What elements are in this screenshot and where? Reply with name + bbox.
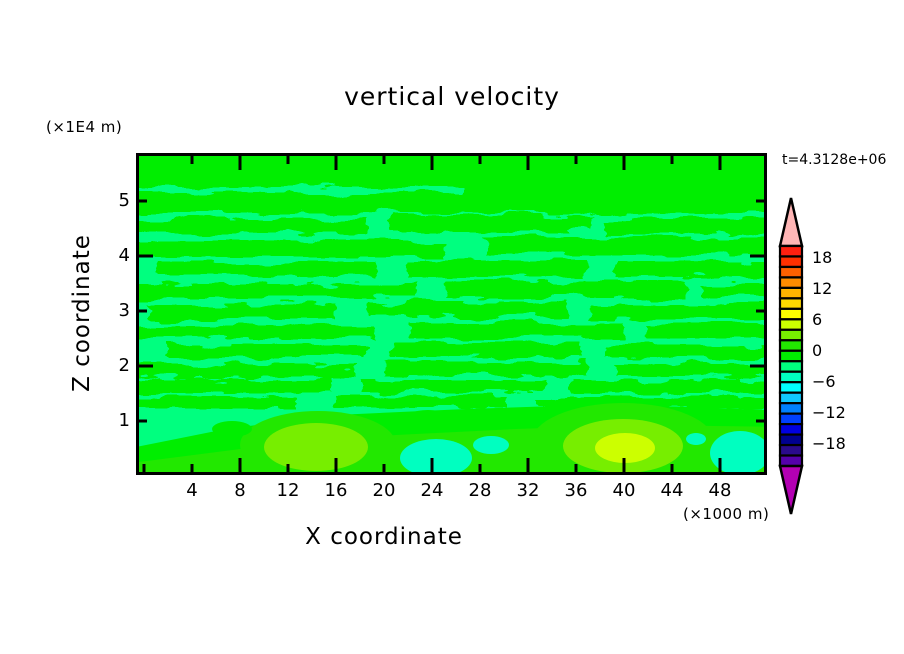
- timestamp-annotation: t=4.3128e+06: [782, 152, 887, 168]
- cb-tick-neg6: −6: [812, 372, 836, 391]
- x-axis-unit-label: (×1000 m): [683, 505, 770, 523]
- chart-title: vertical velocity: [344, 82, 560, 111]
- cb-tick-0: 0: [812, 341, 823, 360]
- colorbar-band: [778, 318, 804, 331]
- x-tick-20: 20: [372, 480, 396, 501]
- cb-tick-6: 6: [812, 310, 823, 329]
- colorbar-band: [778, 286, 804, 300]
- contour-field: [136, 153, 767, 475]
- y-tick-5: 5: [118, 190, 130, 211]
- x-tick-12: 12: [276, 480, 300, 501]
- colorbar-band: [778, 454, 804, 468]
- upper-green-patch: [212, 410, 454, 437]
- x-tick-44: 44: [660, 480, 684, 501]
- colorbar-band: [778, 412, 804, 426]
- y-tick-4: 4: [118, 245, 130, 266]
- updraft-plume-left: [240, 411, 396, 475]
- cb-tick-18: 18: [812, 248, 833, 267]
- colorbar-band: [778, 349, 804, 363]
- y-axis-tick-labels: 1 2 3 4 5: [96, 153, 130, 475]
- colorbar-band: [778, 307, 804, 321]
- cb-tick-12: 12: [812, 279, 833, 298]
- colorbar-band: [778, 402, 804, 415]
- colorbar-swatches: [778, 197, 804, 515]
- x-axis-label: X coordinate: [305, 524, 463, 550]
- colorbar-band: [778, 360, 804, 373]
- colorbar-tick-labels: 18 12 6 0 −6 −12 −18: [812, 196, 864, 516]
- colorbar-band: [778, 381, 804, 394]
- y-tick-2: 2: [118, 355, 130, 376]
- colorbar-band: [778, 297, 804, 310]
- updraft-plume-right: [531, 403, 715, 475]
- colorbar-band: [778, 433, 804, 447]
- x-axis-tick-labels: 4 8 12 16 20 24 28 32 36 40 44 48: [136, 482, 767, 506]
- colorbar-band: [778, 423, 804, 436]
- x-tick-36: 36: [564, 480, 588, 501]
- y-tick-3: 3: [118, 300, 130, 321]
- colorbar-band: [778, 244, 804, 258]
- x-tick-48: 48: [708, 480, 732, 501]
- x-tick-28: 28: [468, 480, 492, 501]
- colorbar-band: [778, 339, 804, 352]
- colorbar-band: [778, 370, 804, 384]
- cb-tick-neg18: −18: [812, 434, 846, 453]
- colorbar-band: [778, 443, 804, 457]
- x-tick-40: 40: [612, 480, 636, 501]
- colorbar-band: [778, 391, 804, 405]
- colorbar-band: [778, 328, 804, 342]
- colorbar-band: [778, 265, 804, 279]
- colorbar: [776, 196, 806, 516]
- colorbar-band: [778, 255, 804, 269]
- colorbar-over-cap: [778, 197, 804, 248]
- x-tick-8: 8: [234, 480, 246, 501]
- x-tick-16: 16: [324, 480, 348, 501]
- contour-plot-area: [136, 153, 767, 475]
- colorbar-under-cap: [778, 464, 804, 515]
- z-axis-unit-label: (×1E4 m): [46, 118, 123, 136]
- x-tick-4: 4: [186, 480, 198, 501]
- wave-band-group-upper: [136, 153, 767, 377]
- x-tick-24: 24: [420, 480, 444, 501]
- wave-band-group-lower: [136, 379, 767, 408]
- downdraft-patches: [400, 431, 767, 475]
- cb-tick-neg12: −12: [812, 403, 846, 422]
- colorbar-band: [778, 276, 804, 290]
- x-tick-32: 32: [516, 480, 540, 501]
- y-axis-label: Z coordinate: [69, 234, 95, 392]
- y-tick-1: 1: [118, 410, 130, 431]
